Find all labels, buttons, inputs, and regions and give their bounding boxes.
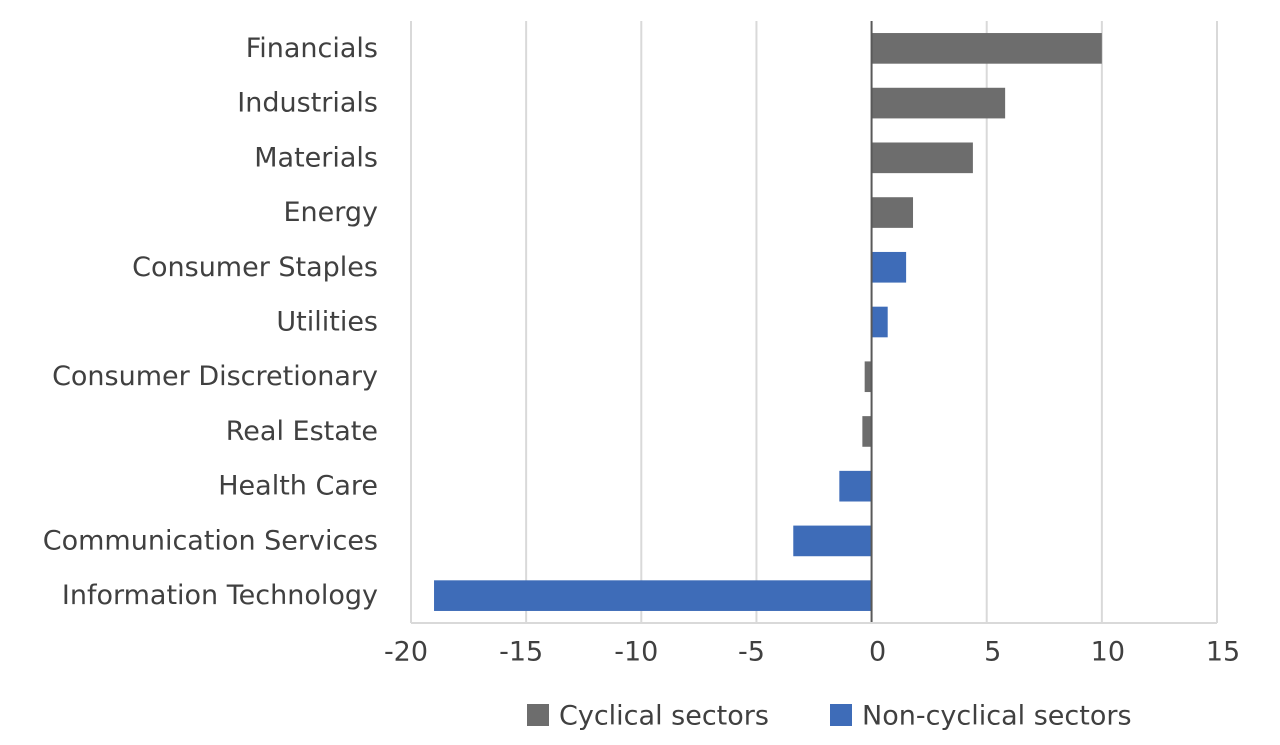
- x-tick-label: 10: [1091, 637, 1125, 668]
- legend: Cyclical sectors Non-cyclical sectors: [527, 701, 1132, 732]
- category-label: Consumer Discretionary: [52, 361, 378, 392]
- x-tick-label: 15: [1206, 637, 1240, 668]
- x-tick-label: -15: [499, 637, 543, 668]
- bar-energy: [871, 197, 914, 228]
- category-label: Utilities: [276, 307, 378, 338]
- legend-label-non-cyclical: Non-cyclical sectors: [862, 701, 1132, 732]
- x-tick-label: -20: [384, 637, 428, 668]
- category-label: Financials: [246, 33, 378, 64]
- category-label: Energy: [283, 197, 378, 228]
- gridlines: [410, 21, 1218, 623]
- bar-health-care: [839, 470, 872, 502]
- bars: [434, 33, 1102, 611]
- category-label: Real Estate: [226, 416, 378, 447]
- category-label: Consumer Staples: [132, 252, 378, 283]
- bar-industrials: [871, 87, 1006, 119]
- x-tick-labels: -20 -15 -10 -5 0 5 10 15: [384, 637, 1240, 668]
- category-label: Information Technology: [62, 580, 378, 611]
- bar-utilities: [871, 306, 888, 338]
- x-tick-label: -10: [614, 637, 658, 668]
- bar-communication-services: [793, 525, 872, 557]
- axes: [411, 21, 1217, 624]
- x-tick-label: -5: [738, 637, 765, 668]
- bar-materials: [871, 142, 973, 174]
- category-label: Materials: [254, 142, 378, 173]
- category-labels: Financials Industrials Materials Energy Cons…: [43, 33, 378, 611]
- legend-swatch-cyclical: [527, 704, 549, 726]
- category-label: Communication Services: [43, 525, 378, 556]
- bar-consumer-staples: [871, 251, 907, 283]
- category-label: Health Care: [218, 471, 378, 502]
- bar-real-estate: [862, 416, 872, 447]
- x-tick-label: 0: [869, 637, 886, 668]
- bar-consumer-discretionary: [864, 361, 872, 393]
- category-label: Industrials: [237, 88, 378, 119]
- bar-information-technology: [434, 580, 872, 611]
- legend-swatch-non-cyclical: [830, 704, 852, 726]
- x-tick-label: 5: [984, 637, 1001, 668]
- legend-label-cyclical: Cyclical sectors: [559, 701, 769, 732]
- bar-financials: [871, 33, 1102, 64]
